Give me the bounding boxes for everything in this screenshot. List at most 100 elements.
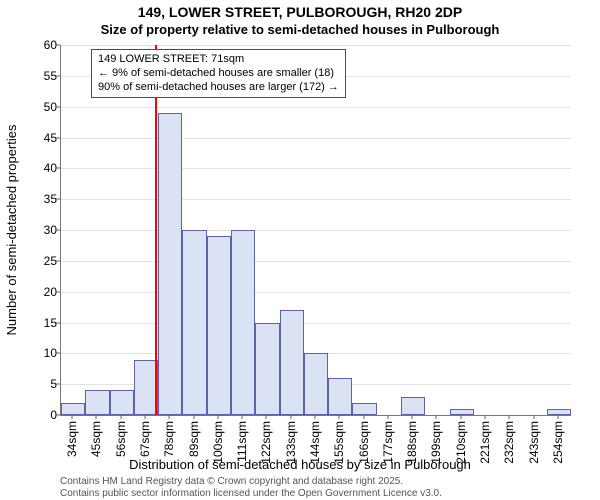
xtick-label: 243sqm [527, 421, 541, 464]
ytick-mark [56, 106, 60, 107]
xtick-mark [363, 415, 364, 419]
gridline [61, 168, 571, 169]
footer-line2: Contains public sector information licen… [60, 488, 442, 500]
xtick-mark [72, 415, 73, 419]
xtick-mark [412, 415, 413, 419]
xtick-mark [509, 415, 510, 419]
gridline [61, 323, 571, 324]
xtick-label: 144sqm [308, 421, 322, 464]
xtick-mark [387, 415, 388, 419]
xtick-label: 155sqm [332, 421, 346, 464]
xtick-label: 67sqm [138, 421, 152, 457]
footer-line1: Contains HM Land Registry data © Crown c… [60, 476, 442, 488]
annotation-larger: 90% of semi-detached houses are larger (… [98, 81, 339, 95]
xtick-mark [145, 415, 146, 419]
histogram-bar [182, 230, 206, 415]
ytick-label: 55 [35, 69, 57, 83]
gridline [61, 292, 571, 293]
ytick-label: 30 [35, 223, 57, 237]
chart-container: 149, LOWER STREET, PULBOROUGH, RH20 2DP … [0, 0, 600, 500]
xtick-mark [460, 415, 461, 419]
ytick-label: 20 [35, 285, 57, 299]
annotation-box: 149 LOWER STREET: 71sqm ← 9% of semi-det… [91, 49, 346, 98]
gridline [61, 199, 571, 200]
xtick-mark [217, 415, 218, 419]
histogram-bar [328, 378, 352, 415]
xtick-mark [315, 415, 316, 419]
gridline [61, 261, 571, 262]
attribution-footer: Contains HM Land Registry data © Crown c… [60, 476, 442, 499]
ytick-label: 10 [35, 346, 57, 360]
xtick-mark [193, 415, 194, 419]
xtick-label: 199sqm [429, 421, 443, 464]
ytick-mark [56, 168, 60, 169]
ytick-label: 60 [35, 38, 57, 52]
chart-title: 149, LOWER STREET, PULBOROUGH, RH20 2DP [0, 4, 600, 20]
xtick-mark [557, 415, 558, 419]
xtick-label: 210sqm [454, 421, 468, 464]
gridline [61, 45, 571, 46]
chart-subtitle: Size of property relative to semi-detach… [0, 22, 600, 37]
histogram-bar [85, 390, 109, 415]
ytick-mark [56, 137, 60, 138]
xtick-mark [485, 415, 486, 419]
ytick-label: 15 [35, 316, 57, 330]
xtick-label: 221sqm [478, 421, 492, 464]
xtick-label: 56sqm [114, 421, 128, 457]
histogram-bar [547, 409, 571, 415]
ytick-label: 25 [35, 254, 57, 268]
xtick-label: 100sqm [211, 421, 225, 464]
histogram-bar [304, 353, 328, 415]
gridline [61, 230, 571, 231]
annotation-smaller: ← 9% of semi-detached houses are smaller… [98, 67, 339, 81]
histogram-bar [231, 230, 255, 415]
xtick-label: 122sqm [259, 421, 273, 464]
xtick-mark [169, 415, 170, 419]
xtick-mark [290, 415, 291, 419]
ytick-label: 40 [35, 161, 57, 175]
ytick-mark [56, 291, 60, 292]
histogram-bar [352, 403, 376, 415]
xtick-label: 111sqm [235, 421, 249, 462]
ytick-label: 0 [35, 408, 57, 422]
xtick-mark [242, 415, 243, 419]
xtick-label: 166sqm [357, 421, 371, 464]
xtick-mark [533, 415, 534, 419]
xtick-label: 89sqm [187, 421, 201, 457]
histogram-bar [110, 390, 134, 415]
gridline [61, 138, 571, 139]
xtick-mark [96, 415, 97, 419]
annotation-title: 149 LOWER STREET: 71sqm [98, 53, 339, 67]
xtick-mark [436, 415, 437, 419]
xtick-label: 232sqm [502, 421, 516, 464]
marker-line [155, 45, 157, 415]
xtick-label: 254sqm [551, 421, 565, 464]
ytick-mark [56, 384, 60, 385]
plot-area: 149 LOWER STREET: 71sqm ← 9% of semi-det… [60, 45, 571, 416]
ytick-label: 50 [35, 100, 57, 114]
gridline [61, 107, 571, 108]
ytick-mark [56, 353, 60, 354]
ytick-label: 35 [35, 192, 57, 206]
xtick-label: 188sqm [405, 421, 419, 464]
y-axis-label: Number of semi-detached properties [4, 45, 19, 415]
ytick-mark [56, 230, 60, 231]
histogram-bar [207, 236, 231, 415]
histogram-bar [158, 113, 182, 415]
xtick-mark [266, 415, 267, 419]
histogram-bar [61, 403, 85, 415]
histogram-bar [255, 323, 279, 416]
xtick-mark [339, 415, 340, 419]
ytick-mark [56, 199, 60, 200]
ytick-mark [56, 322, 60, 323]
histogram-bar [401, 397, 425, 416]
xtick-label: 177sqm [381, 421, 395, 464]
xtick-label: 45sqm [89, 421, 103, 457]
ytick-label: 5 [35, 377, 57, 391]
histogram-bar [280, 310, 304, 415]
histogram-bar [450, 409, 474, 415]
xtick-label: 78sqm [162, 421, 176, 457]
ytick-mark [56, 75, 60, 76]
xtick-label: 34sqm [65, 421, 79, 457]
ytick-mark [56, 415, 60, 416]
